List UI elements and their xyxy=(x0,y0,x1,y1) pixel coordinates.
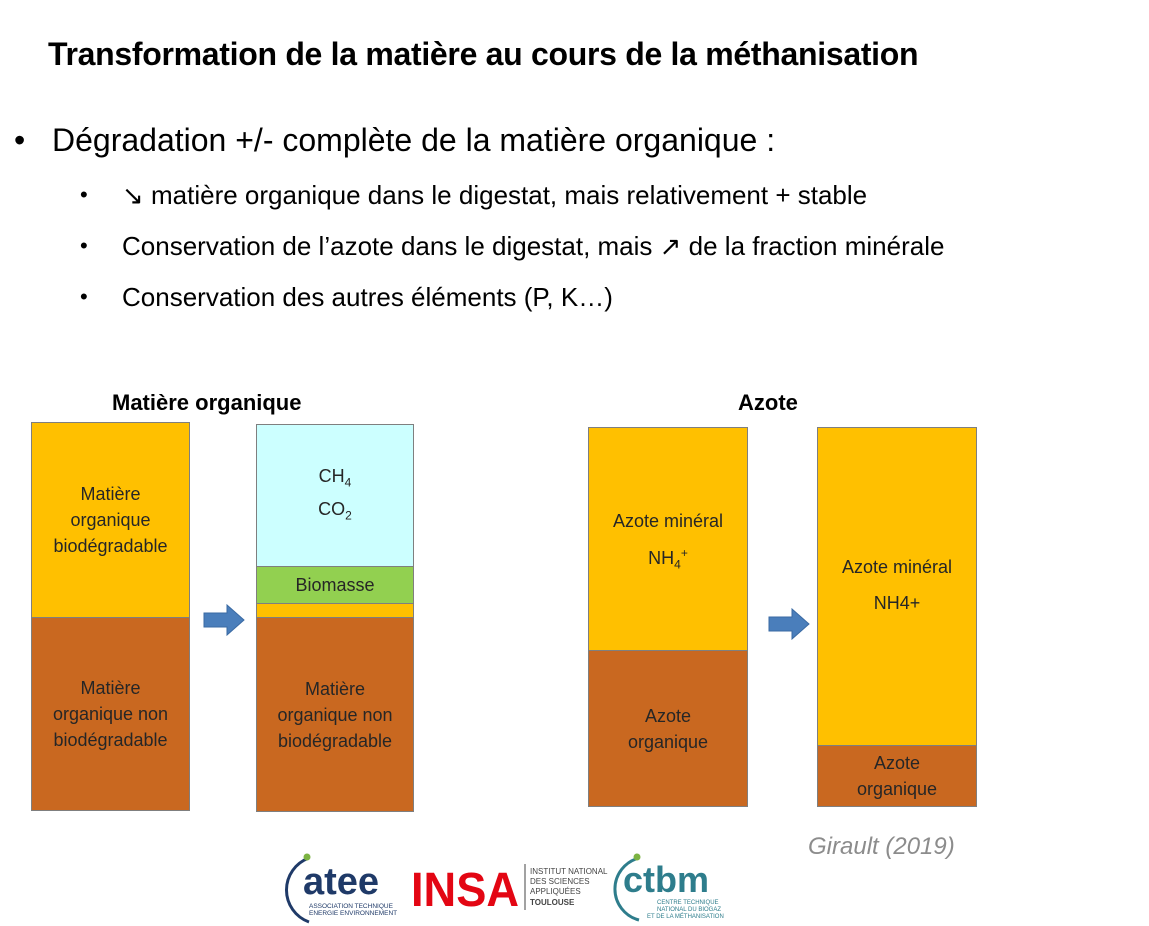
insa-logo: INSA INSTITUT NATIONAL DES SCIENCES APPL… xyxy=(411,864,608,917)
segment-label: Matière xyxy=(304,678,366,699)
segment-label: Matière xyxy=(80,484,141,504)
svg-text:INSA: INSA xyxy=(411,864,519,917)
segment-label: organique xyxy=(70,510,151,530)
segment-azote-mineral: Azote minéral NH4+ xyxy=(818,428,976,745)
svg-text:ASSOCIATION TECHNIQUE: ASSOCIATION TECHNIQUE xyxy=(309,903,394,910)
segment-biomasse: Biomasse xyxy=(257,566,413,604)
atee-logo: atee ASSOCIATION TECHNIQUE ENERGIE ENVIR… xyxy=(284,853,397,924)
segment-label: organique non xyxy=(52,704,169,724)
segment-label: Azote xyxy=(644,705,692,726)
ch4-label: CH4 xyxy=(318,465,352,490)
nh4-label: NH4+ xyxy=(648,546,688,572)
segment-label: Azote minéral xyxy=(612,511,724,531)
nh4-label: NH4+ xyxy=(873,593,921,613)
bullet-marker: • xyxy=(80,284,88,309)
segment-non-biodegradable: Matière organique non biodégradable xyxy=(257,617,413,811)
bar-mo-before: Matière organique biodégradable Matière … xyxy=(31,422,190,811)
segment-azote-organique: Azote organique xyxy=(589,650,747,806)
svg-text:NATIONAL DU BIOGAZ: NATIONAL DU BIOGAZ xyxy=(657,907,721,913)
segment-label: biodégradable xyxy=(277,730,393,751)
co2-label: CO2 xyxy=(318,498,352,523)
segment-azote-organique: Azote organique xyxy=(818,745,976,806)
right-arrow-icon xyxy=(768,608,810,640)
sub-bullet-text: Conservation de l’azote dans le digestat… xyxy=(122,231,945,261)
slide-title: Transformation de la matière au cours de… xyxy=(48,36,919,72)
segment-biogas: CH4 CO2 xyxy=(257,425,413,566)
sub-bullet-text: Conservation des autres éléments (P, K…) xyxy=(122,282,613,312)
svg-text:INSTITUT NATIONAL: INSTITUT NATIONAL xyxy=(530,867,608,876)
bullet-marker: • xyxy=(14,122,26,158)
segment-label: Biomasse xyxy=(295,575,375,595)
ctbm-logo: ctbm CENTRE TECHNIQUE NATIONAL DU BIOGAZ… xyxy=(613,853,724,922)
main-bullet-text: Dégradation +/- complète de la matière o… xyxy=(52,122,776,158)
right-arrow-icon xyxy=(203,604,245,636)
bar-azote-after: Azote minéral NH4+ Azote organique xyxy=(817,427,977,807)
diagram-title-matiere-organique: Matière organique xyxy=(112,390,302,415)
svg-text:atee: atee xyxy=(303,861,379,903)
partner-logos: atee ASSOCIATION TECHNIQUE ENERGIE ENVIR… xyxy=(284,853,724,924)
svg-text:DES SCIENCES: DES SCIENCES xyxy=(530,877,590,886)
segment-label: organique xyxy=(856,779,938,799)
segment-label: Matière xyxy=(80,678,141,698)
segment-label: Azote minéral xyxy=(841,557,953,577)
svg-text:TOULOUSE: TOULOUSE xyxy=(530,898,575,907)
bullet-marker: • xyxy=(80,182,88,207)
segment-label: organique xyxy=(627,731,709,752)
diagram-title-azote: Azote xyxy=(738,390,798,415)
svg-text:ENERGIE ENVIRONNEMENT: ENERGIE ENVIRONNEMENT xyxy=(309,910,397,917)
svg-text:APPLIQUÉES: APPLIQUÉES xyxy=(530,887,581,896)
citation: Girault (2019) xyxy=(808,833,955,860)
sub-bullet-text: ↘ matière organique dans le digestat, ma… xyxy=(122,180,868,210)
segment-label: biodégradable xyxy=(53,730,168,750)
svg-text:ctbm: ctbm xyxy=(623,859,709,900)
segment-biodegradable: Matière organique biodégradable xyxy=(32,423,189,617)
segment-label: organique non xyxy=(277,704,393,725)
segment-label: Azote xyxy=(873,753,921,773)
segment-non-biodegradable: Matière organique non biodégradable xyxy=(32,617,189,810)
svg-text:ET DE LA MÉTHANISATION: ET DE LA MÉTHANISATION xyxy=(647,913,724,920)
svg-text:CENTRE TECHNIQUE: CENTRE TECHNIQUE xyxy=(657,900,719,906)
bar-mo-after: CH4 CO2 Biomasse Matière organique non b… xyxy=(256,424,414,812)
segment-label: biodégradable xyxy=(53,536,168,556)
segment-azote-mineral: Azote minéral NH4+ xyxy=(589,428,747,650)
bullet-marker: • xyxy=(80,233,88,258)
segment-residual-biodegradable xyxy=(257,604,413,617)
bar-azote-before: Azote minéral NH4+ Azote organique xyxy=(588,427,748,807)
